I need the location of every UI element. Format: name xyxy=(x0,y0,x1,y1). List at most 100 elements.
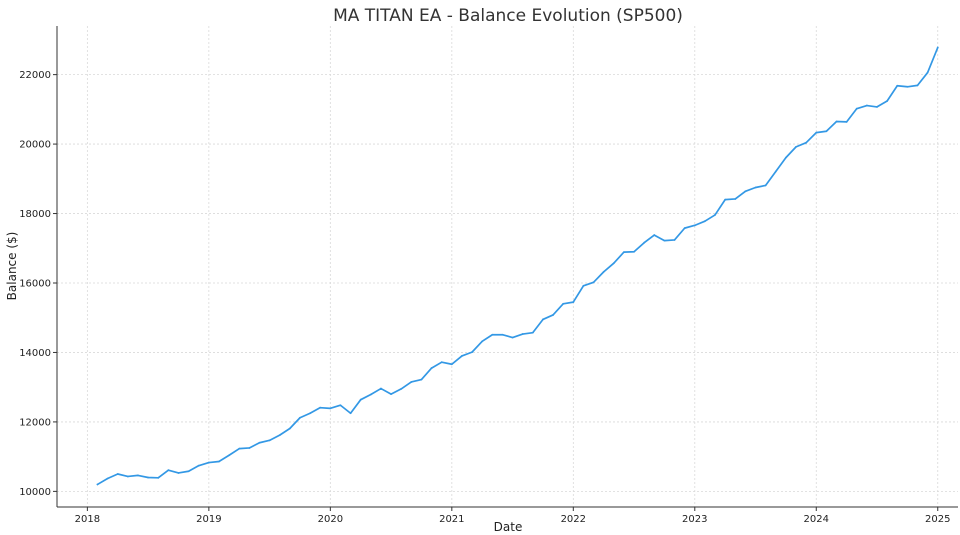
balance-data-point xyxy=(96,483,99,486)
balance-data-point xyxy=(683,227,686,230)
balance-data-point xyxy=(815,131,818,134)
balance-data-point xyxy=(197,464,200,467)
balance-data-point xyxy=(461,355,463,357)
axes xyxy=(56,26,958,508)
balance-data-point xyxy=(886,100,889,102)
balance-data-point xyxy=(572,301,575,303)
balance-data-point xyxy=(450,363,453,366)
balance-data-point xyxy=(542,318,544,321)
balance-data-point xyxy=(339,404,342,407)
y-axis-ticks: 10000 12000 14000 16000 18000 20000 22000 xyxy=(19,70,57,498)
balance-data-point xyxy=(926,71,929,74)
balance-data-point xyxy=(167,469,170,472)
balance-data-point xyxy=(623,251,625,253)
balance-data-point xyxy=(562,302,565,305)
balance-data-point xyxy=(430,367,433,369)
balance-data-point xyxy=(218,460,220,463)
balance-data-point xyxy=(258,441,261,444)
balance-data-point xyxy=(481,340,484,343)
balance-data-point xyxy=(724,198,727,201)
balance-data-point xyxy=(400,388,403,390)
balance-data-point xyxy=(673,239,676,241)
balance-data-point xyxy=(693,224,696,227)
balance-data-point xyxy=(380,387,382,390)
x-tick-label: 2019 xyxy=(196,514,221,525)
balance-data-point xyxy=(187,470,190,473)
balance-data-point xyxy=(390,393,392,396)
balance-data-point xyxy=(552,314,554,316)
balance-data-point xyxy=(248,447,251,449)
grid xyxy=(57,26,958,507)
balance-data-point xyxy=(734,198,737,200)
balance-data-point xyxy=(238,447,241,450)
y-tick-label: 22000 xyxy=(19,70,51,81)
chart-title: MA TITAN EA - Balance Evolution (SP500) xyxy=(333,6,683,26)
balance-data-point xyxy=(319,406,322,409)
y-tick-label: 10000 xyxy=(19,487,51,498)
balance-data-point xyxy=(106,477,109,480)
balance-data-point xyxy=(420,378,423,381)
balance-data-point xyxy=(805,141,808,144)
y-tick-label: 16000 xyxy=(19,278,51,289)
balance-data-point xyxy=(592,281,595,284)
y-axis-label: Balance ($) xyxy=(5,232,19,301)
balance-data-point xyxy=(744,190,747,193)
balance-data-point xyxy=(754,186,757,189)
balance-data-point xyxy=(531,331,534,334)
balance-data-point xyxy=(268,439,271,442)
balance-data-point xyxy=(855,107,858,110)
balance-data-point xyxy=(278,434,281,437)
x-tick-label: 2018 xyxy=(75,514,100,525)
balance-data-point xyxy=(288,427,291,430)
balance-data-point xyxy=(147,476,150,479)
balance-data-point xyxy=(774,170,777,173)
balance-data-point xyxy=(704,220,706,223)
balance-data-point xyxy=(309,412,311,415)
balance-data-point xyxy=(177,472,180,474)
balance-data-point xyxy=(471,351,473,354)
x-tick-label: 2024 xyxy=(804,514,829,525)
balance-data-point xyxy=(896,84,899,87)
balance-data-point xyxy=(795,145,797,148)
balance-data-point xyxy=(764,184,767,187)
y-tick-label: 20000 xyxy=(19,140,51,151)
balance-data-point xyxy=(410,381,413,383)
balance-data-point xyxy=(876,106,878,108)
y-tick-label: 12000 xyxy=(19,417,51,428)
balance-data-point xyxy=(785,156,787,159)
balance-data-point xyxy=(582,284,585,287)
balance-data-point xyxy=(369,393,372,396)
balance-data-point xyxy=(663,239,666,242)
balance-data-point xyxy=(440,361,443,364)
balance-data-point xyxy=(906,85,909,88)
x-tick-label: 2025 xyxy=(925,514,950,525)
x-tick-label: 2022 xyxy=(561,514,586,525)
balance-data-point xyxy=(299,416,301,419)
balance-data-point xyxy=(845,120,848,123)
x-tick-label: 2021 xyxy=(439,514,464,525)
series-group xyxy=(96,46,939,486)
balance-data-point xyxy=(157,476,160,479)
balance-data-point xyxy=(137,474,139,477)
balance-data-point xyxy=(633,250,635,253)
balance-data-point xyxy=(359,398,362,401)
balance-data-point xyxy=(521,333,524,335)
balance-data-point xyxy=(126,475,129,478)
balance-data-point xyxy=(612,262,615,265)
x-tick-label: 2023 xyxy=(682,514,707,525)
balance-data-point xyxy=(916,84,919,87)
balance-data-point xyxy=(116,473,119,475)
x-tick-label: 2020 xyxy=(318,514,343,525)
balance-data-point xyxy=(825,130,828,133)
balance-data-point xyxy=(653,234,656,236)
balance-data-point xyxy=(936,46,939,49)
balance-data-point xyxy=(207,461,210,464)
balance-data-point xyxy=(602,270,605,273)
balance-data-point xyxy=(491,333,494,336)
balance-data-point xyxy=(228,454,231,457)
balance-data-point xyxy=(865,104,868,107)
balance-data-point xyxy=(349,412,352,415)
y-tick-label: 18000 xyxy=(19,209,51,220)
balance-series-line xyxy=(96,46,939,486)
